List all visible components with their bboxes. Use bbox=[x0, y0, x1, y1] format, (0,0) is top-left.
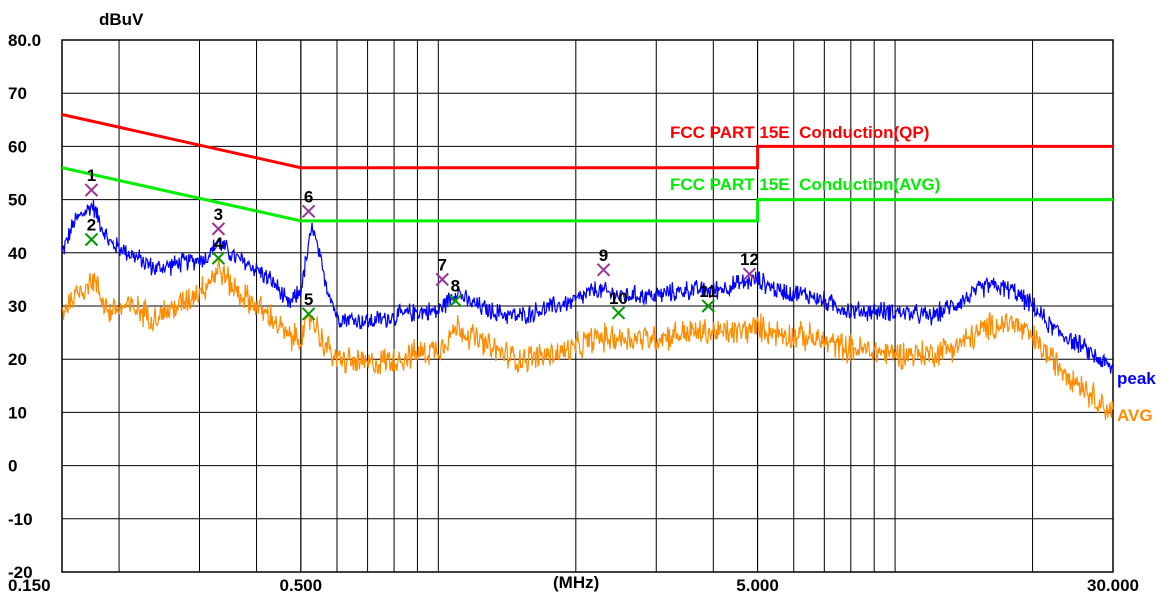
x-tick-label: 30.000 bbox=[1087, 576, 1139, 595]
marker-cross bbox=[84, 232, 99, 247]
marker-number: 8 bbox=[451, 277, 460, 296]
marker-number: 2 bbox=[87, 216, 96, 235]
y-axis-unit: dBuV bbox=[99, 10, 144, 29]
marker-9: 9 bbox=[596, 246, 611, 277]
y-tick-label: 70 bbox=[8, 84, 27, 103]
trace-peak bbox=[61, 199, 1114, 374]
marker-cross bbox=[596, 263, 611, 277]
marker-cross bbox=[742, 267, 757, 281]
y-tick-label: 50 bbox=[8, 191, 27, 210]
marker-number: 10 bbox=[609, 289, 628, 308]
limit-line-avg bbox=[61, 166, 1113, 223]
marker-number: 11 bbox=[699, 282, 717, 301]
x-axis-ticks: 0.150 0.500 5.000 30.000 bbox=[8, 576, 1139, 595]
trace-label-avg: AVG bbox=[1117, 406, 1153, 425]
marker-cross bbox=[301, 307, 316, 321]
marker-cross bbox=[611, 306, 626, 320]
marker-2: 2 bbox=[84, 216, 99, 247]
limit-line-qp bbox=[61, 113, 1113, 170]
y-tick-label: -20 bbox=[8, 563, 33, 582]
y-axis-ticks: 80.0 70 60 50 40 30 20 10 0 -10 -20 bbox=[8, 31, 41, 582]
marker-cross bbox=[448, 293, 463, 308]
trace-label-peak: peak bbox=[1117, 369, 1156, 388]
marker-number: 5 bbox=[304, 290, 313, 309]
y-tick-label: -10 bbox=[8, 510, 33, 529]
marker-8: 8 bbox=[448, 277, 463, 308]
y-tick-label: 40 bbox=[8, 244, 27, 263]
marker-cross bbox=[701, 299, 715, 313]
marker-cross bbox=[435, 272, 449, 287]
marker-cross bbox=[211, 251, 226, 265]
marker-number: 3 bbox=[214, 205, 223, 224]
y-tick-label: 60 bbox=[8, 137, 27, 156]
y-tick-label: 20 bbox=[8, 350, 27, 369]
marker-1: 1 bbox=[84, 166, 99, 197]
marker-10: 10 bbox=[609, 289, 628, 320]
marker-7: 7 bbox=[435, 255, 449, 287]
x-tick-label: 0.150 bbox=[8, 576, 51, 595]
marker-number: 7 bbox=[438, 255, 447, 274]
marker-4: 4 bbox=[211, 234, 226, 265]
marker-11: 11 bbox=[699, 282, 717, 313]
marker-number: 6 bbox=[304, 187, 313, 206]
marker-3: 3 bbox=[211, 205, 226, 236]
marker-number: 9 bbox=[599, 246, 608, 265]
limit-label-qp: FCC PART 15E Conduction(QP) bbox=[670, 123, 929, 142]
marker-number: 1 bbox=[87, 166, 96, 185]
plot-grid bbox=[61, 39, 1114, 573]
limit-label-avg: FCC PART 15E Conduction(AVG) bbox=[670, 175, 940, 194]
y-tick-label: 30 bbox=[8, 297, 27, 316]
trace-lines bbox=[61, 199, 1114, 420]
plot-frame bbox=[61, 39, 1114, 573]
marker-cross bbox=[211, 222, 226, 236]
x-axis-unit: (MHz) bbox=[553, 573, 599, 592]
limit-lines bbox=[61, 113, 1113, 223]
y-tick-label: 10 bbox=[8, 403, 27, 422]
marker-6: 6 bbox=[301, 187, 316, 219]
x-tick-label: 5.000 bbox=[736, 576, 779, 595]
y-tick-label: 0 bbox=[8, 457, 17, 476]
marker-number: 4 bbox=[214, 234, 224, 253]
marker-5: 5 bbox=[301, 290, 316, 321]
marker-cross bbox=[84, 183, 99, 197]
marker-number: 12 bbox=[740, 250, 759, 269]
marker-cross bbox=[301, 204, 316, 219]
marker-12: 12 bbox=[740, 250, 759, 281]
y-tick-label: 80.0 bbox=[8, 31, 41, 50]
x-tick-label: 0.500 bbox=[280, 576, 323, 595]
trace-avg bbox=[61, 258, 1114, 420]
